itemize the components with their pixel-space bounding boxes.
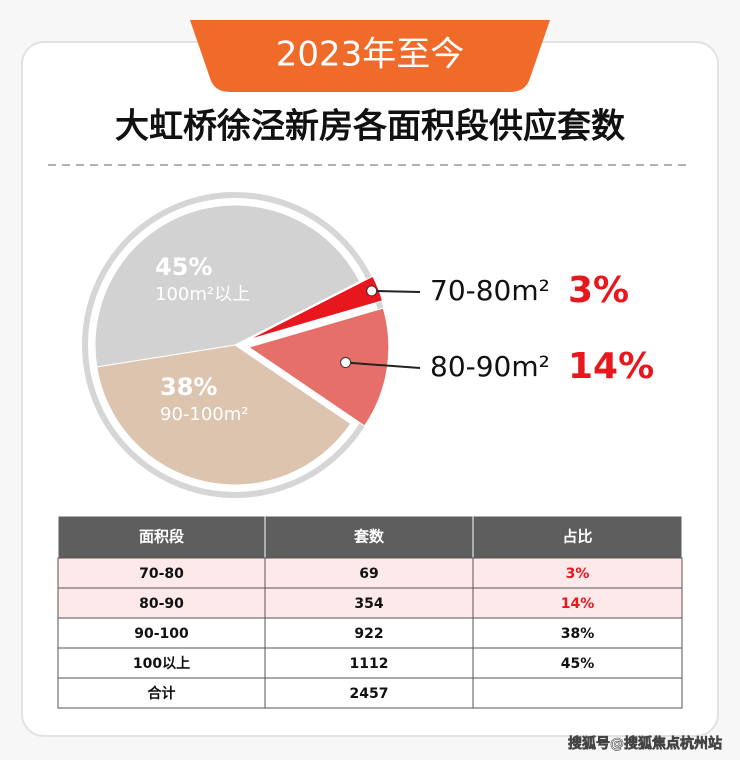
watermark: 搜狐号@搜狐焦点杭州站 [568,735,722,752]
cell-text: 69 [359,566,378,582]
cell-text: 合计 [148,685,176,702]
badge: 2023年至今 [276,35,465,75]
cell-text: 3% [566,566,590,582]
leader-dot [340,357,352,369]
pie-slice [94,204,361,368]
cell-text: 2457 [350,686,389,702]
pie: 70-80m² 3% 80-90m² 14% 38% 90-100m² 45% 100m²以上 [94,204,654,486]
header-cell [264,515,474,559]
table-cell [57,557,266,589]
cell-text: 80-90 [139,596,184,612]
slice-label: 100m²以上 [155,284,250,305]
pie-slice [247,307,390,427]
cell-text: 90-100 [134,626,189,642]
badge-bg [190,20,550,92]
table-cell [264,617,474,649]
header-text: 套数 [353,528,385,546]
cell-text: 1112 [350,656,389,672]
table: 面积段 套数 占比 70-80 69 3% 80-90 354 14% 90-100 922 38% 1… [57,515,683,709]
table-cell [57,647,266,679]
header-text: 占比 [562,528,592,546]
cell-text: 100以上 [133,656,190,672]
table-cell [57,677,266,709]
cell-text: 922 [354,626,383,642]
slice-label: 80-90m² [430,350,550,383]
table-cell [472,647,683,679]
slice-value-label: 3% [568,270,629,311]
table-cell [57,617,266,649]
header-text: 面积段 [139,528,184,546]
title: 大虹桥徐泾新房各面积段供应套数 [115,107,625,147]
header-cell [57,515,266,559]
table-cell [472,557,683,589]
table-cell [472,617,683,649]
cell-text: 14% [561,596,595,612]
table-cell [472,677,683,709]
slice-value-label: 14% [568,346,654,387]
cell-text: 45% [561,656,595,672]
slice-value-label: 38% [160,373,217,401]
cell-text: 38% [561,626,595,642]
table-cell [264,557,474,589]
leader-line [371,289,421,293]
header-cell [472,515,683,559]
slice-label: 90-100m² [160,404,249,425]
leader-line [345,361,421,369]
slice-value-label: 45% [155,253,212,281]
table-cell [57,587,266,619]
leader-dot [366,285,378,297]
cell-text: 70-80 [139,566,184,582]
pie-slice [247,275,384,341]
pie-slice [96,344,352,486]
cell-text: 354 [354,596,383,612]
slice-label: 70-80m² [430,274,550,307]
table-cell [472,587,683,619]
